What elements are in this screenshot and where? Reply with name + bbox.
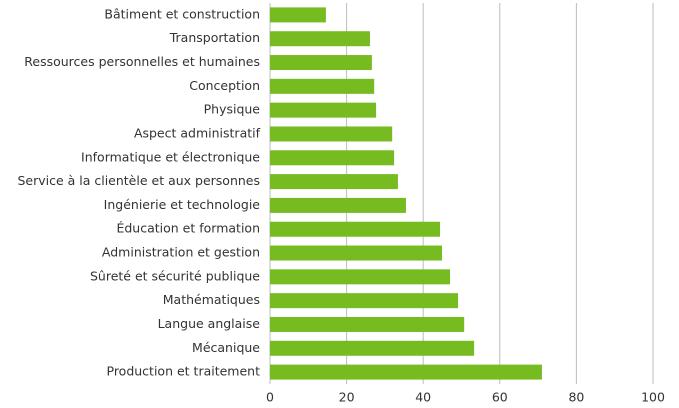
bar (270, 78, 375, 94)
y-tick-label: Mécanique (192, 340, 260, 355)
x-tick-label: 60 (492, 390, 508, 405)
y-tick-label: Aspect administratif (134, 125, 261, 140)
bar (270, 126, 393, 142)
y-tick-label: Sûreté et sécurité publique (90, 268, 260, 283)
y-tick-label: Transportation (169, 30, 260, 45)
x-tick-label: 80 (568, 390, 584, 405)
x-tick-label: 40 (415, 390, 431, 405)
y-tick-label: Ingénierie et technologie (104, 197, 261, 212)
y-tick-label: Production et traitement (107, 364, 261, 379)
y-tick-label: Langue anglaise (158, 316, 261, 331)
y-tick-label: Éducation et formation (116, 221, 260, 236)
x-tick-label: 0 (266, 390, 274, 405)
y-tick-label: Service à la clientèle et aux personnes (17, 173, 260, 188)
bar (270, 174, 398, 190)
y-tick-label: Bâtiment et construction (104, 6, 260, 21)
x-tick-label: 100 (641, 390, 665, 405)
y-tick-label: Mathématiques (163, 292, 260, 307)
bar (270, 102, 377, 118)
bar (270, 7, 326, 23)
bar (270, 245, 442, 261)
bar (270, 340, 475, 356)
bar (270, 364, 542, 380)
bar (270, 221, 441, 237)
bar (270, 293, 459, 309)
y-tick-label: Ressources personnelles et humaines (24, 54, 260, 69)
y-tick-label: Conception (189, 78, 260, 93)
bar (270, 316, 465, 332)
x-tick-label: 20 (339, 390, 355, 405)
y-tick-label: Informatique et électronique (81, 149, 260, 164)
bar (270, 197, 406, 213)
bar (270, 269, 451, 285)
bar (270, 150, 395, 166)
y-tick-label: Administration et gestion (102, 245, 260, 260)
bar (270, 55, 372, 71)
y-tick-label: Physique (204, 102, 261, 117)
bar (270, 31, 370, 47)
